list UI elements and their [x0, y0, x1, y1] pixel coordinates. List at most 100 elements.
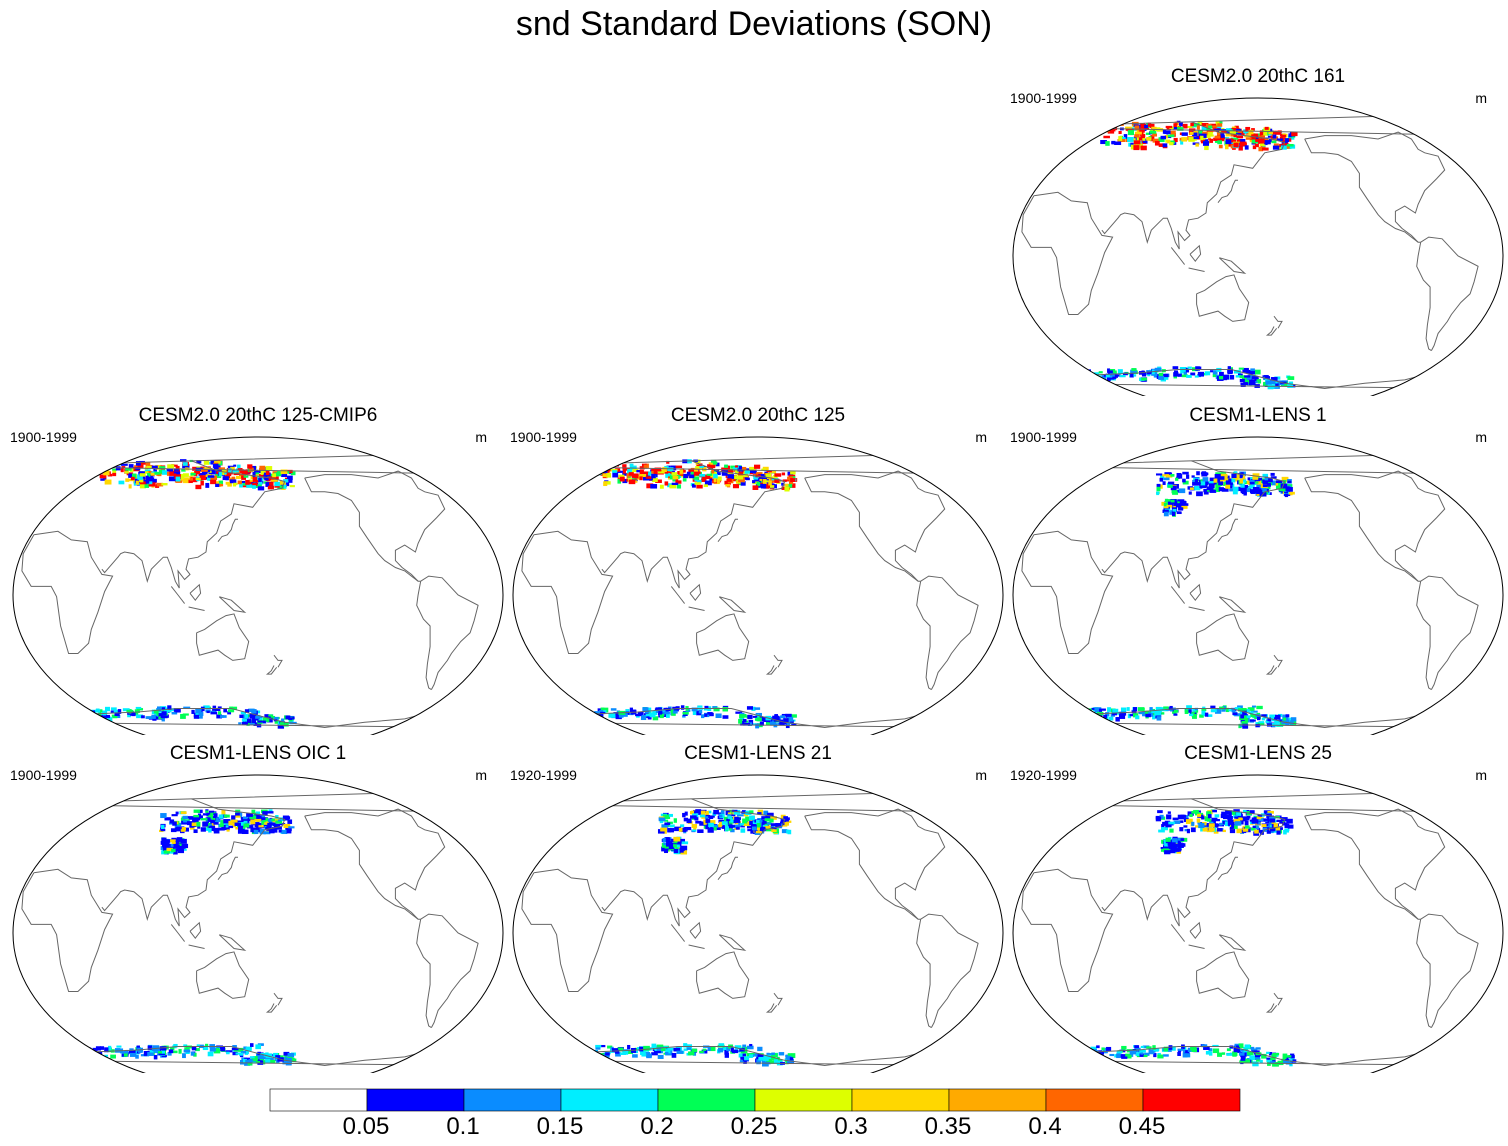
- snow-cell: [528, 722, 533, 727]
- snow-cell: [198, 472, 203, 476]
- snow-cell: [215, 474, 222, 479]
- snow-cell: [87, 714, 92, 718]
- snow-cell: [1098, 371, 1103, 374]
- snow-cell: [1165, 474, 1173, 478]
- snow-cell: [1047, 722, 1053, 728]
- coastline: [101, 460, 286, 589]
- snow-cell: [214, 481, 220, 484]
- coastline: [196, 613, 250, 661]
- snow-cell: [563, 718, 570, 723]
- snow-cell: [264, 476, 269, 481]
- snow-cell: [147, 472, 151, 477]
- snow-cell: [283, 484, 287, 489]
- snow-cell: [1164, 498, 1168, 503]
- snow-cell: [643, 464, 648, 469]
- snow-cell: [1056, 382, 1063, 386]
- snow-cell: [1085, 714, 1092, 719]
- snow-cell: [1225, 139, 1232, 145]
- snow-cell: [670, 709, 674, 713]
- coastline: [188, 606, 205, 611]
- snow-cell: [1037, 720, 1043, 725]
- snow-cell: [252, 472, 256, 477]
- snow-cell: [1014, 381, 1021, 386]
- snow-cell: [171, 468, 176, 473]
- coastline: [689, 583, 702, 602]
- snow-cell: [224, 471, 228, 475]
- snow-cell: [558, 717, 562, 720]
- snow-cell: [665, 473, 671, 477]
- snow-cell: [1224, 144, 1229, 150]
- snow-cell: [274, 720, 281, 724]
- snow-cell: [1060, 380, 1064, 384]
- snow-cell: [288, 478, 293, 483]
- snow-cell: [265, 466, 273, 470]
- snow-cell: [696, 463, 703, 467]
- snow-cell: [1214, 128, 1219, 132]
- snow-cell: [682, 469, 686, 473]
- snow-cell: [639, 469, 644, 475]
- snow-cell: [47, 720, 54, 726]
- snow-cell: [752, 481, 759, 485]
- snow-cell: [1240, 486, 1248, 492]
- snow-cell: [765, 720, 771, 726]
- snow-cell: [659, 713, 665, 716]
- snow-cell: [258, 477, 262, 482]
- snow-cell: [1054, 377, 1060, 381]
- snow-cell: [612, 472, 619, 478]
- snow-cell: [1209, 138, 1213, 143]
- snow-cell: [141, 715, 145, 719]
- snow-cell: [694, 482, 701, 485]
- snow-cell: [550, 719, 557, 724]
- snow-cell: [1031, 718, 1037, 721]
- snow-cell: [200, 480, 204, 486]
- snow-cell: [281, 473, 288, 478]
- snow-cell: [738, 466, 743, 469]
- snow-cell: [271, 479, 278, 482]
- snow-cell: [157, 473, 162, 477]
- snow-cell: [1185, 367, 1190, 373]
- snow-cell: [239, 473, 246, 477]
- snow-cell: [1244, 380, 1250, 384]
- snow-cell: [1173, 123, 1177, 128]
- snow-cell: [140, 481, 147, 485]
- snow-cell: [1061, 721, 1069, 725]
- snow-cell: [768, 480, 772, 486]
- snow-cell: [258, 716, 263, 719]
- snow-cell: [42, 722, 47, 728]
- snow-cell: [121, 466, 126, 469]
- snow-cell: [688, 468, 695, 473]
- snow-cell: [1210, 709, 1217, 713]
- coastline: [1170, 247, 1185, 265]
- snow-cell: [1201, 126, 1207, 130]
- snow-cell: [195, 708, 202, 714]
- snow-cell: [1235, 375, 1241, 378]
- snow-cell: [657, 469, 665, 474]
- coastline: [1304, 138, 1419, 243]
- snow-cell: [542, 722, 547, 727]
- snow-cell: [239, 469, 246, 474]
- snow-cell: [15, 714, 21, 718]
- snow-cell: [1254, 481, 1259, 484]
- coastline: [1416, 242, 1432, 352]
- snow-cell: [634, 474, 639, 479]
- snow-cell: [1278, 488, 1286, 492]
- snow-cell: [1162, 143, 1168, 148]
- snow-cell: [253, 472, 260, 475]
- snow-cell: [1193, 123, 1200, 127]
- snow-cell: [1142, 138, 1146, 141]
- snow-cell: [1158, 372, 1164, 377]
- snow-cell: [1227, 368, 1233, 374]
- snow-cell: [248, 479, 253, 483]
- snow-cell: [36, 723, 44, 727]
- snow-cell: [1126, 707, 1130, 711]
- snow-cell: [1057, 717, 1064, 721]
- snow-cell: [274, 484, 281, 488]
- snow-cell: [194, 471, 201, 475]
- snow-cell: [741, 466, 747, 470]
- map-panel: CESM1-LENS 1 1900-1999 m: [1008, 405, 1508, 735]
- snow-cell: [764, 471, 768, 475]
- snow-cell: [227, 468, 232, 473]
- snow-cell: [1130, 373, 1134, 378]
- snow-cell: [789, 483, 796, 488]
- snow-cell: [783, 718, 789, 723]
